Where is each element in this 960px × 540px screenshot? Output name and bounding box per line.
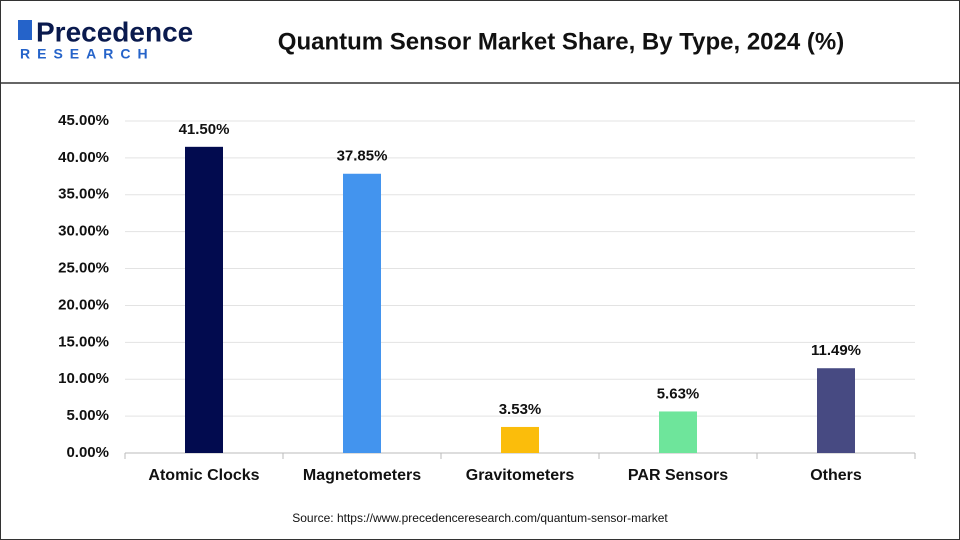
y-tick-label: 5.00% — [66, 407, 109, 424]
chart-title: Quantum Sensor Market Share, By Type, 20… — [278, 28, 844, 55]
logo-mark — [18, 20, 32, 40]
y-tick-label: 35.00% — [58, 186, 109, 203]
bar — [185, 146, 223, 454]
y-tick-label: 10.00% — [58, 370, 109, 387]
x-tick-label: Gravitometers — [466, 467, 575, 484]
x-tick-label: Others — [810, 467, 862, 484]
value-label: 11.49% — [811, 342, 861, 359]
x-tick-label: Atomic Clocks — [148, 467, 259, 484]
value-label: 5.63% — [657, 385, 700, 402]
bar — [659, 411, 697, 453]
y-tick-label: 20.00% — [58, 296, 109, 313]
x-tick-label: PAR Sensors — [628, 467, 728, 484]
y-tick-label: 25.00% — [58, 260, 109, 277]
source: Source: https://www.precedenceresearch.c… — [292, 511, 668, 525]
y-tick-label: 45.00% — [58, 112, 109, 129]
x-tick-label: Magnetometers — [303, 467, 421, 484]
logo-sub: RESEARCH — [20, 46, 155, 62]
logo-name: Precedence — [36, 16, 193, 47]
y-tick-label: 0.00% — [66, 444, 109, 461]
y-tick-label: 15.00% — [58, 333, 109, 350]
value-label: 41.50% — [179, 121, 230, 138]
bar — [343, 173, 381, 454]
bar — [501, 426, 539, 453]
y-tick-label: 40.00% — [58, 149, 109, 166]
bar — [817, 368, 855, 453]
value-label: 3.53% — [499, 401, 542, 418]
y-tick-label: 30.00% — [58, 223, 109, 240]
value-label: 37.85% — [337, 148, 388, 165]
